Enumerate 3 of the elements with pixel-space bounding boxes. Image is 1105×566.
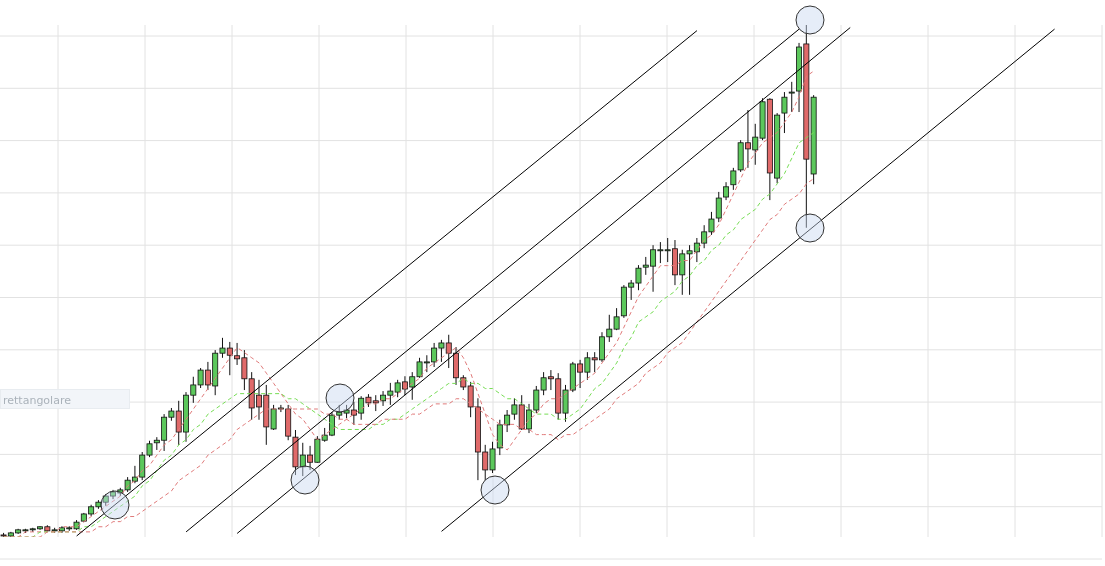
text-field: rettangolare [0, 389, 130, 409]
candlestick [781, 91, 788, 134]
annotation: rettangolare [2, 394, 71, 407]
